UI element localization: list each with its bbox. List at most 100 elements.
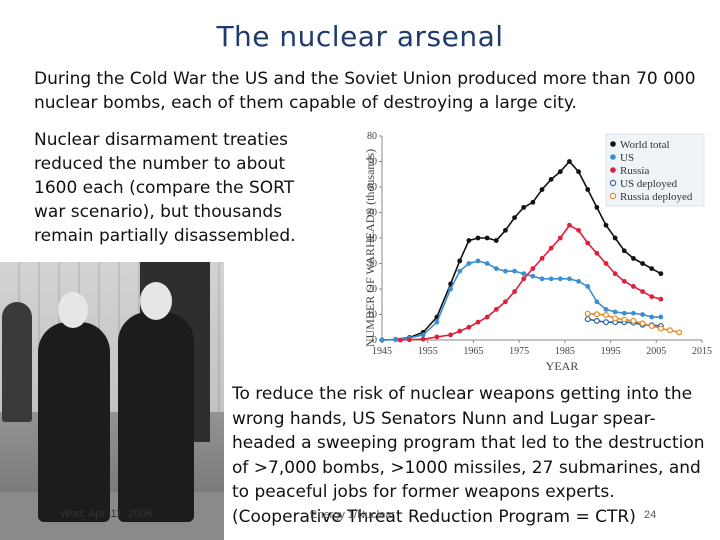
data-point <box>503 299 508 305</box>
data-point <box>593 311 600 318</box>
data-point <box>594 250 600 256</box>
data-point <box>612 315 619 322</box>
data-point <box>594 299 600 305</box>
data-point <box>503 227 508 233</box>
data-point <box>640 261 645 266</box>
data-point <box>640 312 645 317</box>
data-point <box>530 266 536 271</box>
legend-label: Russia <box>620 165 649 177</box>
x-axis-label: YEAR <box>546 359 579 373</box>
photo-senator-left <box>38 322 110 522</box>
data-point <box>512 215 517 220</box>
data-point <box>521 205 527 210</box>
data-point <box>667 327 674 334</box>
y-tick-label: 20 <box>367 284 377 295</box>
data-point <box>512 289 517 294</box>
data-point <box>584 316 591 323</box>
data-point <box>594 205 600 210</box>
data-point <box>631 256 636 261</box>
data-point <box>475 319 481 325</box>
x-tick-label: 1995 <box>601 346 621 357</box>
data-point <box>621 278 627 284</box>
photo-bystander <box>2 302 32 422</box>
y-tick-label: 50 <box>367 208 377 219</box>
data-point <box>584 310 591 317</box>
legend-label: US deployed <box>620 178 678 190</box>
slide-title: The nuclear arsenal <box>216 20 504 53</box>
x-tick-label: 1985 <box>555 346 575 357</box>
data-point <box>576 169 581 175</box>
data-point <box>521 271 527 277</box>
data-point <box>484 314 490 320</box>
y-tick-label: 10 <box>367 310 377 321</box>
photo-senator-left-head <box>58 292 88 328</box>
data-point <box>539 276 545 282</box>
data-point <box>448 286 453 292</box>
data-point <box>603 261 609 266</box>
y-tick-label: 60 <box>367 182 377 193</box>
data-point <box>585 284 591 289</box>
data-point <box>379 337 385 343</box>
data-point <box>603 307 609 312</box>
data-point <box>448 332 453 338</box>
data-point <box>621 248 627 254</box>
data-point <box>603 222 609 228</box>
data-point <box>658 314 664 320</box>
data-point <box>640 289 645 294</box>
legend-label: Russia deployed <box>620 191 693 203</box>
data-point <box>530 199 536 205</box>
data-point <box>612 235 618 241</box>
data-point <box>648 322 655 329</box>
data-point <box>407 337 412 343</box>
warheads-chart: 0 10 20 30 40 50 60 70 80 1945 1955 1965 1975 1985 199… <box>363 131 712 373</box>
data-point <box>493 238 499 243</box>
data-point <box>657 325 664 332</box>
data-point <box>420 332 426 338</box>
series-line <box>400 224 662 341</box>
data-point <box>593 317 600 324</box>
data-point <box>658 296 664 302</box>
data-point <box>676 329 683 336</box>
y-tick-label: 70 <box>367 157 377 168</box>
data-point <box>603 312 610 319</box>
slide-footer: Energy 1/Nuclear <box>310 509 395 521</box>
data-point <box>557 169 563 175</box>
data-point <box>631 284 636 289</box>
legend-marker <box>609 179 617 187</box>
senators-photo <box>0 262 224 540</box>
legend-marker <box>610 154 616 160</box>
data-point <box>548 245 554 251</box>
data-point <box>466 324 472 330</box>
data-point <box>567 159 572 164</box>
legend-marker <box>610 167 616 173</box>
data-point <box>612 271 618 277</box>
slide-date: Wed, Apr. 11, 2006 <box>60 508 153 520</box>
x-tick-label: 2005 <box>646 346 666 357</box>
data-point <box>503 268 508 274</box>
x-tick-label: 1965 <box>463 346 483 357</box>
data-point <box>466 261 472 266</box>
data-point <box>557 276 563 282</box>
data-point <box>621 316 628 323</box>
y-tick-label: 30 <box>367 259 377 270</box>
y-tick-label: 80 <box>367 131 377 142</box>
data-point <box>493 266 499 271</box>
y-tick-label: 40 <box>367 233 377 244</box>
data-point <box>521 276 527 282</box>
data-point <box>530 273 536 279</box>
data-point <box>457 328 463 334</box>
data-point <box>649 294 655 300</box>
x-tick-label: 2015 <box>692 346 712 357</box>
data-point <box>548 176 554 182</box>
legend-marker <box>610 141 616 147</box>
ctr-paragraph: To reduce the risk of nuclear weapons ge… <box>232 384 705 527</box>
data-point <box>630 317 637 324</box>
photo-senator-right-head <box>140 282 172 320</box>
data-point <box>475 235 481 241</box>
page-number: 24 <box>644 509 657 521</box>
data-point <box>484 235 490 241</box>
data-point <box>512 268 517 274</box>
data-point <box>548 276 554 282</box>
data-point <box>639 320 646 327</box>
x-tick-label: 1975 <box>509 346 529 357</box>
